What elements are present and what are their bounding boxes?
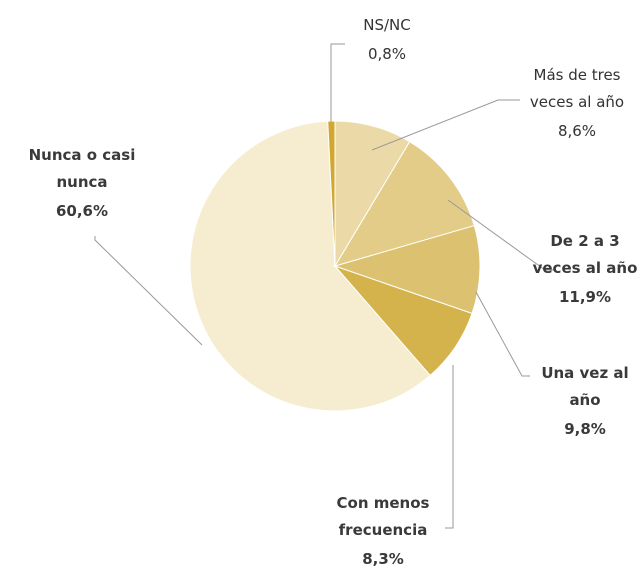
slice-label: Nunca o casi nunca: [28, 146, 136, 191]
value-label: 11,9%: [558, 288, 612, 306]
value-label: 60,6%: [55, 202, 109, 220]
leader-line: [445, 365, 454, 529]
slice-label: Con menos frecuencia: [336, 494, 430, 539]
leader-line: [94, 236, 203, 346]
leader-line: [447, 199, 555, 271]
value-label: 0,8%: [367, 45, 407, 63]
leader-line: [475, 291, 530, 377]
slice-label: Más de tres veces al año: [529, 66, 625, 111]
leader-lines: [94, 43, 555, 529]
leader-line: [371, 99, 520, 151]
value-label: 8,3%: [362, 550, 404, 568]
pie-slice: [189, 120, 431, 412]
slice-label: Una vez al año: [541, 364, 629, 409]
slice-label: NS/NC: [363, 16, 411, 34]
pie-slice: [333, 140, 475, 267]
slice-label: De 2 a 3 veces al año: [532, 232, 638, 277]
value-label: 9,8%: [564, 420, 606, 438]
pie-slice: [333, 224, 481, 315]
leader-line: [330, 43, 345, 122]
value-label: 8,6%: [557, 122, 597, 140]
